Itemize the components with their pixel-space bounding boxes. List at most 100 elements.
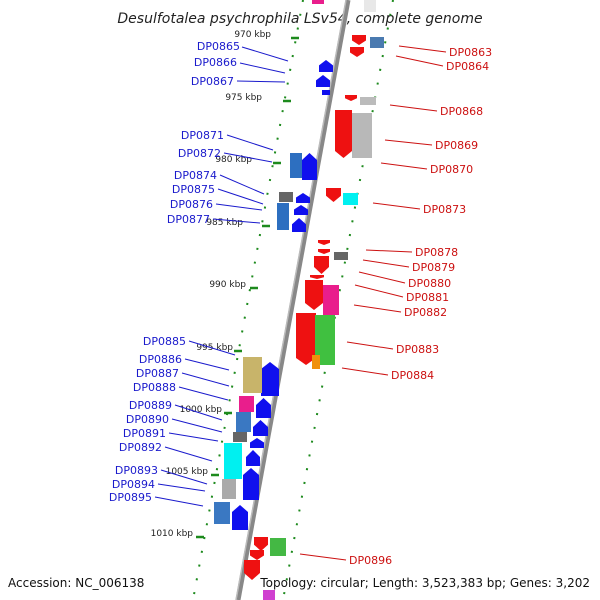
plus-strand-gene[interactable]	[345, 95, 357, 101]
minus-strand-gene[interactable]	[322, 90, 330, 95]
plus-strand-gene-label[interactable]: DP0881	[406, 291, 449, 304]
plus-strand-gene[interactable]	[305, 280, 323, 310]
minus-strand-gene[interactable]	[319, 60, 333, 72]
plus-strand-gene-label[interactable]: DP0882	[404, 306, 447, 319]
minus-strand-gene-label[interactable]: DP0886	[139, 353, 182, 366]
minus-strand-gene[interactable]	[279, 192, 293, 202]
minus-strand-gene-label[interactable]: DP0891	[123, 427, 166, 440]
plus-strand-gene[interactable]	[318, 249, 330, 254]
minus-strand-gene[interactable]	[239, 396, 254, 412]
minus-strand-gene-label[interactable]: DP0871	[181, 129, 224, 142]
plus-strand-gene[interactable]	[343, 193, 358, 205]
minus-strand-gene-label-leader	[239, 62, 286, 74]
plus-strand-gene-label-leader	[398, 45, 447, 53]
plus-strand-gene[interactable]	[352, 35, 366, 45]
minus-strand-gene-label[interactable]: DP0875	[172, 183, 215, 196]
minus-strand-gene[interactable]	[277, 203, 289, 230]
plus-strand-gene[interactable]	[350, 47, 364, 57]
minus-strand-gene-label[interactable]: DP0885	[143, 335, 186, 348]
minus-strand-track	[192, 0, 304, 600]
minus-strand-gene-label[interactable]: DP0893	[115, 464, 158, 477]
plus-strand-gene[interactable]	[315, 315, 335, 365]
plus-strand-gene-label[interactable]: DP0868	[440, 105, 483, 118]
minus-strand-gene-label-leader	[174, 404, 223, 421]
minus-strand-gene[interactable]	[232, 505, 248, 530]
minus-strand-gene-label[interactable]: DP0877	[167, 213, 210, 226]
minus-strand-gene-label[interactable]: DP0887	[136, 367, 179, 380]
minus-strand-gene-label[interactable]: DP0876	[170, 198, 213, 211]
minus-strand-gene[interactable]	[290, 153, 302, 178]
minus-strand-gene[interactable]	[214, 502, 230, 524]
plus-strand-gene[interactable]	[250, 550, 264, 560]
plus-strand-gene-label[interactable]: DP0869	[435, 139, 478, 152]
plus-strand-gene[interactable]	[244, 560, 260, 580]
minus-strand-gene-label[interactable]: DP0889	[129, 399, 172, 412]
plus-strand-gene[interactable]	[263, 590, 275, 600]
plus-strand-gene[interactable]	[310, 275, 324, 279]
plus-strand-gene-label-leader	[362, 259, 410, 268]
minus-strand-gene-label[interactable]: DP0888	[133, 381, 176, 394]
plus-strand-gene-label[interactable]: DP0870	[430, 163, 473, 176]
minus-strand-gene-label[interactable]: DP0874	[174, 169, 217, 182]
plus-strand-gene-label[interactable]: DP0873	[423, 203, 466, 216]
minus-strand-gene[interactable]	[294, 205, 308, 215]
minus-strand-gene[interactable]	[250, 438, 264, 448]
minus-strand-gene-label[interactable]: DP0892	[119, 441, 162, 454]
minus-strand-gene[interactable]	[233, 432, 247, 442]
plus-strand-gene[interactable]	[296, 313, 316, 365]
plus-strand-gene[interactable]	[370, 37, 384, 48]
minus-strand-gene-label[interactable]: DP0872	[178, 147, 221, 160]
minus-strand-gene[interactable]	[256, 398, 271, 418]
plus-strand-gene[interactable]	[270, 538, 286, 556]
minus-strand-gene[interactable]	[253, 420, 268, 436]
minus-strand-gene[interactable]	[261, 362, 279, 396]
plus-strand-gene-label[interactable]: DP0884	[391, 369, 434, 382]
plus-strand-gene-label-leader	[354, 284, 404, 298]
plus-strand-gene[interactable]	[318, 240, 330, 245]
kbp-tick-label: 975 kbp	[225, 93, 262, 103]
minus-strand-gene-label[interactable]: DP0866	[194, 56, 237, 69]
minus-strand-gene-label-leader	[154, 496, 204, 507]
plus-strand-gene-label[interactable]: DP0896	[349, 554, 392, 567]
minus-strand-gene[interactable]	[312, 0, 324, 4]
minus-strand-gene[interactable]	[246, 450, 260, 466]
minus-strand-gene[interactable]	[316, 75, 330, 87]
minus-strand-gene-label-leader	[219, 174, 265, 195]
plus-strand-gene[interactable]	[334, 252, 348, 260]
plus-strand-gene[interactable]	[254, 537, 268, 551]
plus-strand-gene[interactable]	[364, 0, 376, 12]
plus-strand-gene-label[interactable]: DP0864	[446, 60, 489, 73]
plus-strand-gene-label[interactable]: DP0880	[408, 277, 451, 290]
minus-strand-gene[interactable]	[292, 218, 306, 232]
plus-strand-gene[interactable]	[312, 355, 320, 369]
plus-strand-gene-label-leader	[372, 202, 421, 210]
plus-strand-gene[interactable]	[352, 113, 372, 158]
plus-strand-gene[interactable]	[360, 97, 376, 105]
plus-strand-gene[interactable]	[314, 256, 329, 274]
minus-strand-gene-label[interactable]: DP0867	[191, 75, 234, 88]
minus-strand-gene-label[interactable]: DP0895	[109, 491, 152, 504]
minus-strand-gene[interactable]	[236, 412, 251, 432]
minus-strand-gene[interactable]	[243, 357, 262, 393]
minus-strand-gene-label[interactable]: DP0894	[112, 478, 155, 491]
minus-strand-gene-label[interactable]: DP0890	[126, 413, 169, 426]
minus-strand-gene[interactable]	[296, 193, 310, 203]
minus-strand-gene-label[interactable]: DP0865	[197, 40, 240, 53]
plus-strand-gene-label-leader	[389, 104, 438, 112]
minus-strand-gene[interactable]	[222, 479, 236, 499]
minus-strand-gene-label-leader	[184, 358, 230, 371]
plus-strand-gene[interactable]	[326, 188, 341, 202]
plus-strand-gene-label-leader	[341, 367, 389, 376]
plus-strand-gene-label[interactable]: DP0879	[412, 261, 455, 274]
plus-strand-gene-label[interactable]: DP0863	[449, 46, 492, 59]
plus-strand-gene-label[interactable]: DP0878	[415, 246, 458, 259]
minus-strand-gene-label-leader	[178, 386, 229, 401]
minus-strand-gene[interactable]	[224, 443, 242, 479]
plus-strand-gene-label[interactable]: DP0883	[396, 343, 439, 356]
plus-strand-gene[interactable]	[323, 285, 339, 315]
kbp-tick-label: 1010 kbp	[151, 529, 194, 539]
minus-strand-gene[interactable]	[302, 153, 317, 180]
plus-strand-gene[interactable]	[335, 110, 352, 158]
minus-strand-gene[interactable]	[243, 468, 259, 500]
